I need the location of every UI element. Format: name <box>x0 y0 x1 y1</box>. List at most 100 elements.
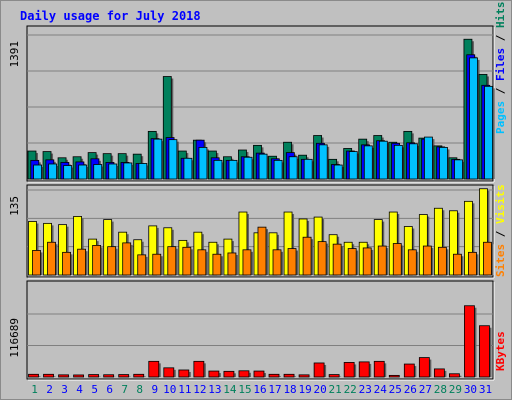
bar-kbytes-day-22 <box>343 362 357 378</box>
bar-pages-day-13 <box>213 159 224 180</box>
bar-sites-day-20 <box>317 241 329 276</box>
x-tick-label: 13 <box>208 383 221 396</box>
bar-pages-day-12 <box>198 147 209 180</box>
bar-kbytes-day-18 <box>283 373 297 378</box>
gridlines <box>27 34 493 144</box>
bar-sites-day-22 <box>347 248 359 276</box>
bar-sites-day-6 <box>107 246 118 276</box>
bar-kbytes-day-29 <box>449 373 462 378</box>
bar-pages-day-7 <box>123 162 134 180</box>
x-tick-label: 21 <box>329 383 342 396</box>
bar-sites-day-16 <box>257 226 268 276</box>
bar-kbytes-day-9 <box>148 360 161 378</box>
bar-sites-day-14 <box>227 252 238 276</box>
legend-entry: Hits <box>494 2 507 29</box>
bar-sites-day-24 <box>377 245 389 276</box>
bar-kbytes-day-20 <box>313 362 327 378</box>
bars-requests <box>27 38 495 180</box>
legend-entry: Pages <box>494 101 507 134</box>
bar-sites-day-2 <box>47 241 58 276</box>
panel-frame <box>26 280 494 380</box>
gridlines <box>27 313 493 346</box>
legend-entry: KBytes <box>494 331 507 371</box>
bar-sites-day-15 <box>242 249 253 276</box>
bar-kbytes-day-30 <box>464 305 477 378</box>
x-tick-label: 30 <box>464 383 477 396</box>
bar-kbytes-day-7 <box>118 374 131 378</box>
bar-kbytes-day-5 <box>88 374 101 378</box>
bar-sites-day-3 <box>62 251 73 276</box>
bar-sites-day-9 <box>152 253 163 276</box>
bar-pages-day-3 <box>63 165 74 180</box>
bar-pages-day-24 <box>378 140 390 180</box>
bar-pages-day-17 <box>273 159 285 180</box>
bar-sites-day-12 <box>197 249 208 276</box>
bar-sites-day-11 <box>182 246 193 276</box>
bar-kbytes-day-4 <box>73 374 86 378</box>
bar-pages-day-25 <box>393 144 405 180</box>
y-max-label: 116689 <box>8 318 21 358</box>
bar-kbytes-day-24 <box>373 360 387 378</box>
panel-visits: 135 Sites / Visits <box>8 184 507 279</box>
bar-pages-day-26 <box>409 143 420 180</box>
bar-pages-day-31 <box>484 85 495 180</box>
x-tick-label: 28 <box>434 383 447 396</box>
bar-sites-day-8 <box>137 254 148 276</box>
bar-pages-day-2 <box>48 163 59 180</box>
legend-entry: Visits <box>494 184 507 224</box>
x-tick-label: 24 <box>374 383 388 396</box>
x-tick-label: 12 <box>193 383 206 396</box>
bar-pages-day-6 <box>108 163 119 180</box>
bar-kbytes-day-15 <box>238 370 251 378</box>
x-tick-label: 23 <box>359 383 372 396</box>
bar-kbytes-day-21 <box>328 374 342 378</box>
legend-entry: / <box>494 224 507 244</box>
x-tick-label: 25 <box>389 383 402 396</box>
x-tick-label: 8 <box>136 383 143 396</box>
bar-sites-day-29 <box>453 253 464 276</box>
bar-kbytes-day-14 <box>223 370 236 378</box>
bar-sites-day-28 <box>437 246 449 276</box>
bar-kbytes-day-27 <box>418 357 432 378</box>
bar-sites-day-13 <box>212 253 223 276</box>
bar-pages-day-11 <box>183 157 194 180</box>
bar-pages-day-4 <box>78 164 89 180</box>
panel-requests: 1391 Pages / Files / Hits <box>8 2 507 183</box>
bar-kbytes-day-2 <box>43 373 56 378</box>
x-tick-label: 20 <box>314 383 327 396</box>
legend-entry: / <box>494 81 507 101</box>
bar-pages-day-5 <box>93 164 104 180</box>
bar-sites-day-7 <box>122 242 133 276</box>
bar-kbytes-day-10 <box>163 367 176 378</box>
chart-title: Daily usage for July 2018 <box>20 9 201 23</box>
bar-kbytes-day-1 <box>28 373 41 378</box>
bar-pages-day-1 <box>33 164 44 180</box>
bar-pages-day-27 <box>424 136 435 180</box>
bar-pages-day-8 <box>138 163 149 180</box>
x-tick-label: 9 <box>151 383 158 396</box>
bar-pages-day-19 <box>303 158 315 180</box>
bar-kbytes-day-31 <box>479 325 492 378</box>
panel-kbytes: 116689 KBytes <box>8 280 507 381</box>
bar-kbytes-day-16 <box>253 370 266 378</box>
bars-kbytes <box>28 305 492 378</box>
x-tick-label: 15 <box>238 383 251 396</box>
bar-pages-day-18 <box>288 156 300 180</box>
bar-sites-day-19 <box>302 236 314 276</box>
bar-kbytes-day-28 <box>433 368 447 378</box>
legend-entry: / <box>494 28 507 48</box>
bar-sites-day-21 <box>332 243 344 276</box>
x-tick-label: 5 <box>91 383 98 396</box>
x-tick-label: 27 <box>419 383 432 396</box>
bar-pages-day-21 <box>333 164 345 180</box>
x-tick-label: 7 <box>121 383 128 396</box>
bar-kbytes-day-8 <box>133 373 146 378</box>
bar-kbytes-day-25 <box>388 374 400 378</box>
x-tick-label: 3 <box>61 383 68 396</box>
legend-requests: Pages / Files / Hits <box>494 2 507 135</box>
x-tick-label: 26 <box>404 383 417 396</box>
bar-kbytes-day-13 <box>208 370 221 378</box>
x-tick-label: 6 <box>106 383 113 396</box>
bar-sites-day-18 <box>287 248 299 276</box>
